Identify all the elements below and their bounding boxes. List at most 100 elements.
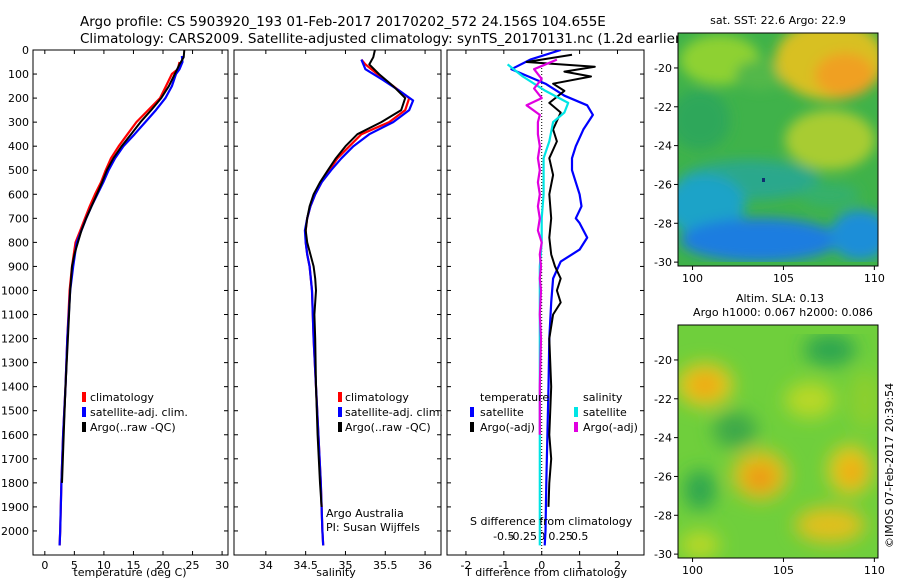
- legend-label-s-satellite: satellite: [583, 406, 627, 419]
- s-tick-label: 0.5: [571, 530, 589, 543]
- depth-tick-label: 1400: [1, 381, 29, 394]
- legend-swatch-climatology: [82, 392, 86, 402]
- legend-label-satellite: satellite-adj. clim.: [90, 406, 188, 419]
- temperature-panel-frame: [32, 49, 229, 556]
- depth-tick-label: 300: [8, 116, 29, 129]
- header-line-2: Climatology: CARS2009. Satellite-adjuste…: [80, 31, 686, 47]
- legend-label-argo: Argo(..raw -QC): [345, 421, 431, 434]
- depth-tick-label: 1000: [1, 284, 29, 297]
- sla-map-title: Altim. SLA: 0.13: [736, 292, 824, 305]
- legend-swatch-satellite: [338, 407, 342, 417]
- s-difference-axis-label: S difference from climatology: [470, 515, 633, 528]
- legend-swatch-s-satellite: [574, 407, 578, 417]
- sst-map-title: sat. SST: 22.6 Argo: 22.9: [710, 14, 846, 27]
- sla-map-frame: [677, 324, 879, 559]
- series-line-temperature-satellite: [510, 50, 594, 546]
- depth-tick-label: 600: [8, 188, 29, 201]
- map-y-tick-label: -24: [654, 432, 672, 445]
- legend-swatch-argo: [82, 422, 86, 432]
- x-tick-label: 2: [614, 559, 621, 572]
- depth-tick-label: 1300: [1, 357, 29, 370]
- legend-swatch-t-satellite: [470, 407, 474, 417]
- depth-tick-label: 800: [8, 236, 29, 249]
- x-tick-label: 0: [538, 559, 545, 572]
- header-line-1: Argo profile: CS 5903920_193 01-Feb-2017…: [80, 14, 606, 30]
- series-line-temperature-argo-adj-: [525, 53, 596, 507]
- map-y-tick-label: -26: [654, 178, 672, 191]
- map-y-tick-label: -20: [654, 354, 672, 367]
- legend-label-argo: Argo(..raw -QC): [90, 421, 176, 434]
- s-tick-label: -0.25: [509, 530, 537, 543]
- x-tick-label: 35: [338, 559, 352, 572]
- map-y-tick-label: -24: [654, 140, 672, 153]
- sst-map-frame: [677, 32, 879, 267]
- legend-label-s-argo: Argo(-adj): [583, 421, 638, 434]
- x-tick-label: 25: [186, 559, 200, 572]
- legend-swatch-t-argo: [470, 422, 474, 432]
- map-y-tick-label: -22: [654, 101, 672, 114]
- argo-float-marker: [762, 178, 765, 182]
- x-tick-label: -2: [460, 559, 471, 572]
- depth-tick-label: 1900: [1, 501, 29, 514]
- map-y-tick-label: -30: [654, 256, 672, 269]
- salinity-axis-label: salinity: [316, 566, 356, 579]
- depth-tick-label: 200: [8, 92, 29, 105]
- depth-tick-label: 100: [8, 68, 29, 81]
- depth-tick-label: 700: [8, 212, 29, 225]
- map-y-tick-label: -22: [654, 393, 672, 406]
- sla-map-axes: 100 105 110 -20 -22 -24 -26 -28 -30: [654, 354, 885, 577]
- difference-legend: temperature satellite Argo(-adj) salinit…: [470, 391, 638, 528]
- t-difference-axis-label: T difference from climatology: [464, 566, 627, 579]
- x-tick-label: -1: [498, 559, 509, 572]
- annotation-argo-australia: Argo Australia: [326, 507, 404, 520]
- map-x-tick-label: 110: [864, 272, 885, 285]
- series-group: [506, 50, 596, 546]
- map-x-tick-label: 100: [682, 564, 703, 577]
- series-line-argo-raw-qc-: [304, 50, 407, 507]
- x-tick-label: 0: [41, 559, 48, 572]
- salinity-chart: 34 34.5 35 35.5 36: [234, 49, 441, 572]
- depth-tick-label: 900: [8, 260, 29, 273]
- difference-panel-frame: [446, 49, 645, 556]
- legend-label-t-argo: Argo(-adj): [480, 421, 535, 434]
- depth-tick-label: 1700: [1, 453, 29, 466]
- x-tick-label: 1: [576, 559, 583, 572]
- sst-map-axes: 100 105 110 -20 -22 -24 -26 -28 -30: [654, 62, 885, 285]
- depth-tick-label: 1500: [1, 405, 29, 418]
- series-group: [303, 50, 415, 546]
- x-tick-label: 5: [71, 559, 78, 572]
- depth-tick-label: 1800: [1, 477, 29, 490]
- depth-tick-label: 400: [8, 140, 29, 153]
- temperature-axis-label: temperature (deg C): [73, 566, 186, 579]
- x-tick-label: 30: [215, 559, 229, 572]
- depth-tick-label: 1600: [1, 429, 29, 442]
- map-y-tick-label: -30: [654, 548, 672, 561]
- legend-label-climatology: climatology: [90, 391, 154, 404]
- copyright-stamp: ©IMOS 07-Feb-2017 20:39:54: [883, 383, 896, 548]
- map-x-tick-label: 105: [773, 564, 794, 577]
- map-y-tick-label: -28: [654, 509, 672, 522]
- depth-tick-label: 1100: [1, 309, 29, 322]
- map-y-tick-label: -28: [654, 217, 672, 230]
- salinity-panel-frame: [233, 49, 442, 556]
- depth-tick-label: 2000: [1, 525, 29, 538]
- legend-label-satellite: satellite-adj. clim.: [345, 406, 443, 419]
- x-tick-label: 10: [97, 559, 111, 572]
- s-tick-label: -0.5: [493, 530, 514, 543]
- legend-label-climatology: climatology: [345, 391, 409, 404]
- series-group: [58, 50, 186, 546]
- map-y-tick-label: -20: [654, 62, 672, 75]
- salinity-legend: climatology satellite-adj. clim. Argo(..…: [326, 391, 443, 534]
- legend-swatch-climatology: [338, 392, 342, 402]
- x-tick-label: 20: [156, 559, 170, 572]
- map-x-tick-label: 110: [864, 564, 885, 577]
- annotation-pi: PI: Susan Wijffels: [326, 521, 420, 534]
- legend-title-temperature: temperature: [480, 391, 549, 404]
- x-tick-label: 34.5: [293, 559, 318, 572]
- x-tick-label: 15: [126, 559, 140, 572]
- temperature-legend: climatology satellite-adj. clim. Argo(..…: [82, 391, 188, 434]
- x-tick-label: 35.5: [373, 559, 398, 572]
- depth-tick-label: 1200: [1, 333, 29, 346]
